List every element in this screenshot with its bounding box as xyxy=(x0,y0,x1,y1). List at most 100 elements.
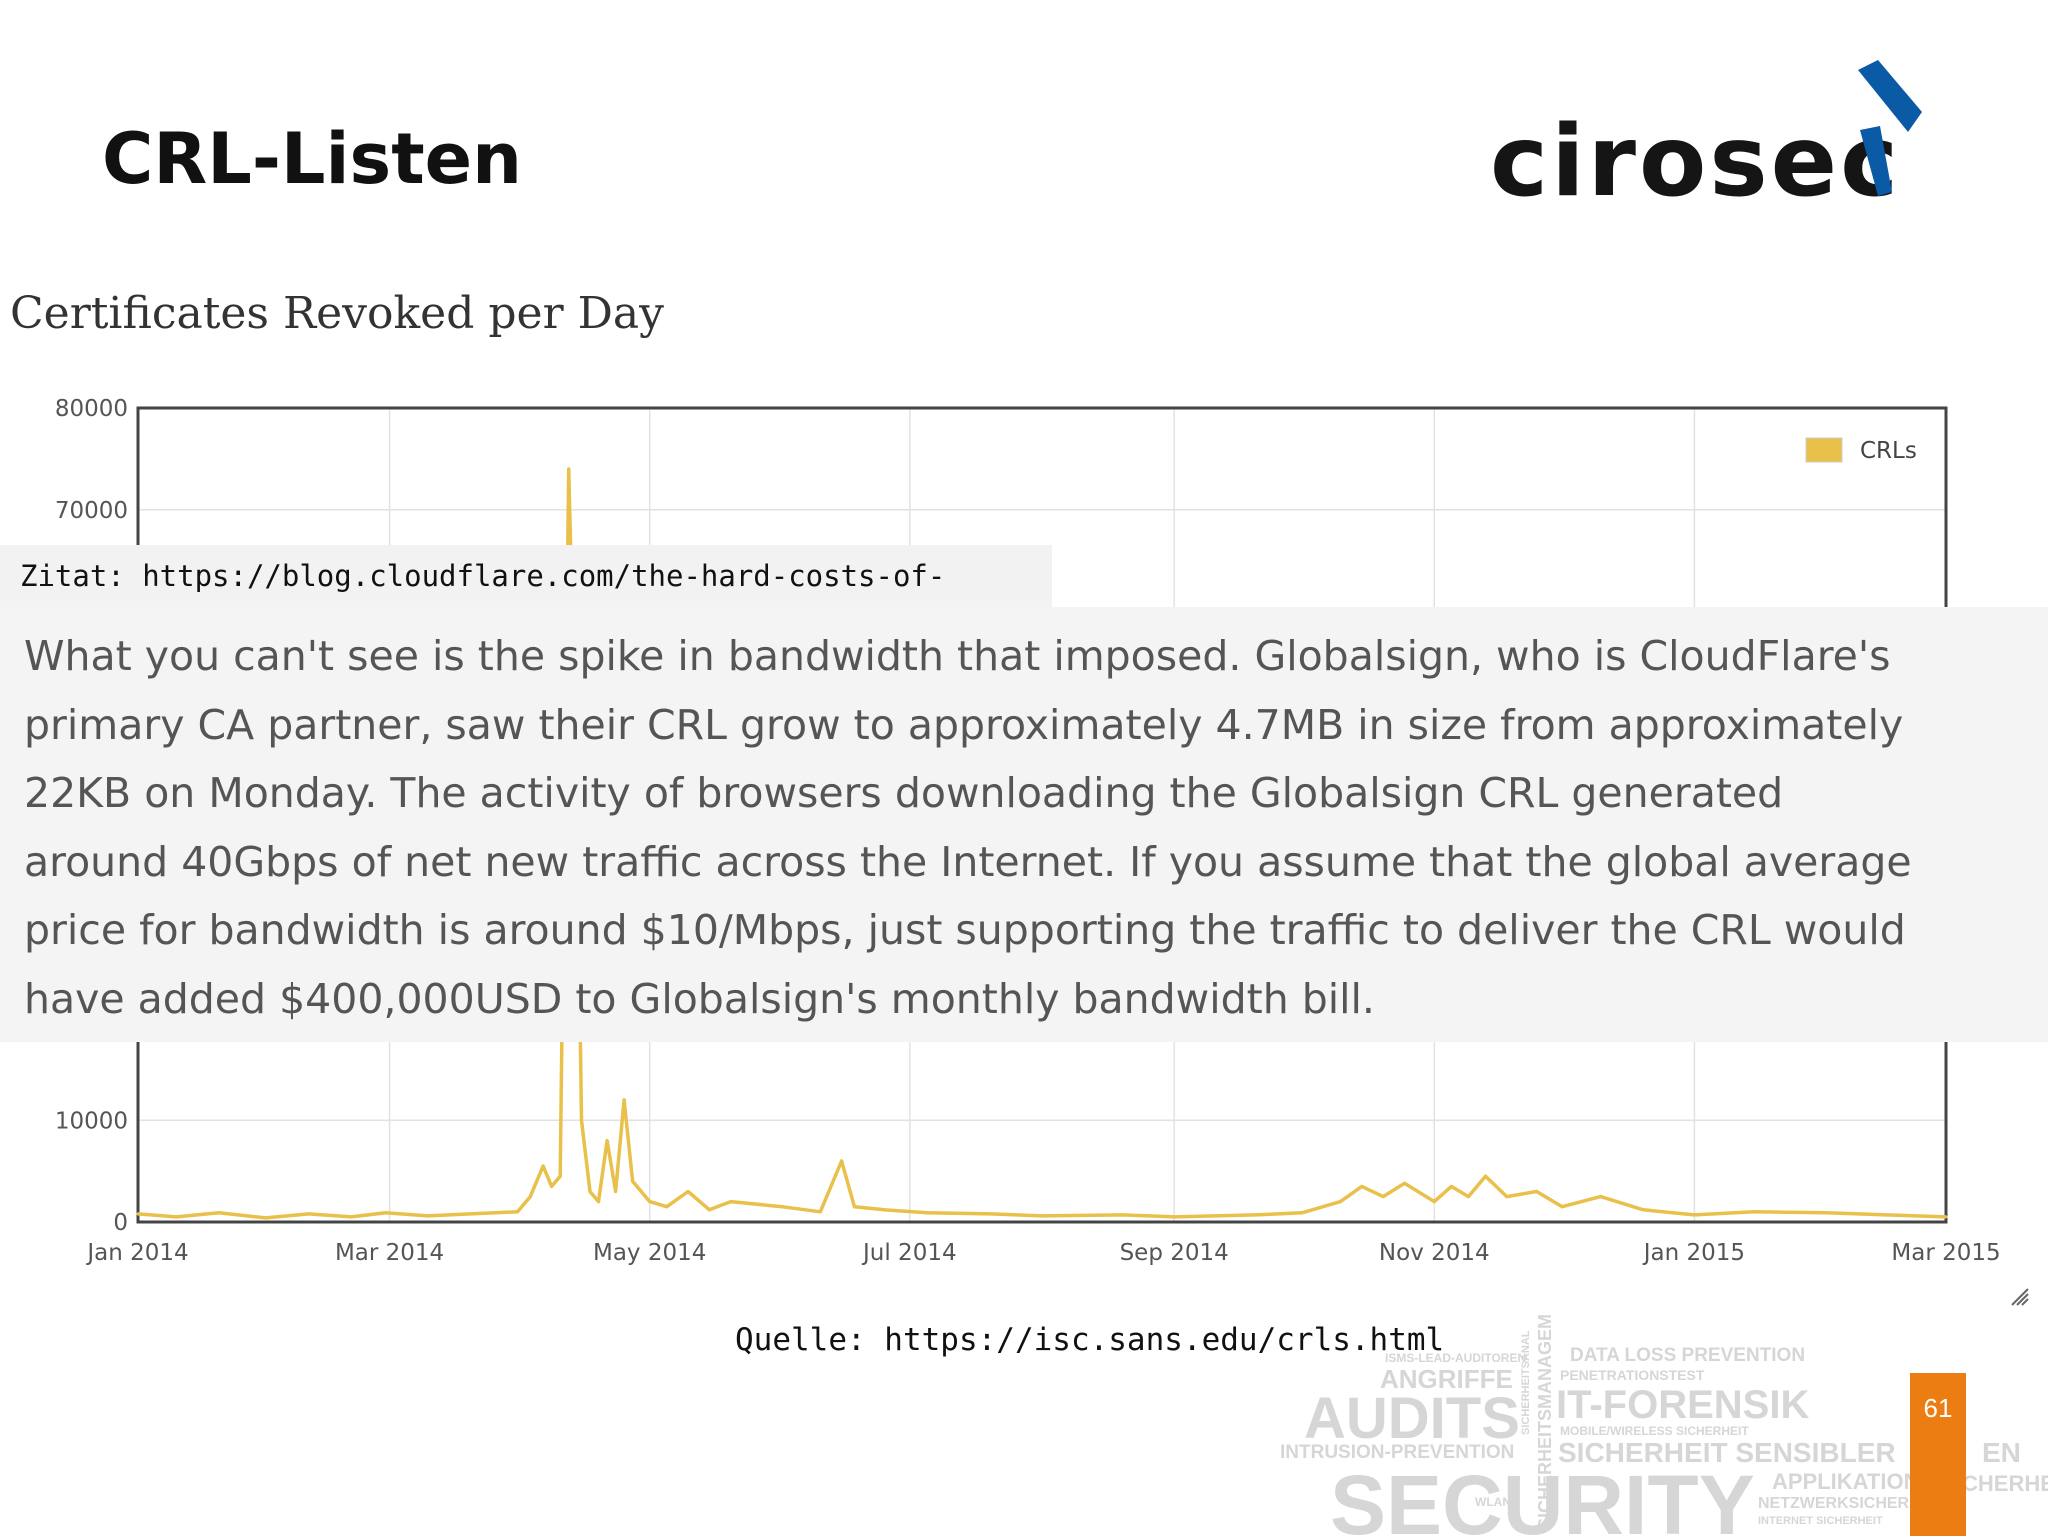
x-tick-label: Jul 2014 xyxy=(861,1240,957,1266)
data-point xyxy=(840,1159,844,1163)
data-point xyxy=(818,1210,822,1214)
data-point xyxy=(550,1184,554,1188)
data-point xyxy=(307,1212,311,1216)
y-tick-label: 0 xyxy=(113,1210,128,1236)
quote-line: 22KB on Monday. The activity of browsers… xyxy=(24,769,1784,817)
data-point xyxy=(1466,1195,1470,1199)
data-point xyxy=(1253,1213,1257,1217)
data-point xyxy=(1339,1200,1342,1204)
x-tick-label: Jan 2014 xyxy=(85,1240,188,1266)
data-point xyxy=(349,1215,353,1219)
data-point xyxy=(1825,1211,1829,1215)
data-point xyxy=(622,1098,626,1102)
data-point xyxy=(1599,1195,1603,1199)
data-point xyxy=(1692,1213,1696,1217)
data-point xyxy=(469,1212,473,1216)
data-point xyxy=(383,1211,387,1215)
wordcloud-term: PENETRATIONSTEST xyxy=(1560,1367,1705,1383)
x-tick-label: Nov 2014 xyxy=(1379,1240,1490,1266)
data-point xyxy=(580,1118,583,1122)
wordcloud-term: SICHERHEITSMANAGEM xyxy=(1535,1315,1555,1530)
data-point xyxy=(605,1139,609,1143)
data-point xyxy=(588,1190,592,1193)
wordcloud-term: MOBILE/WIRELESS SICHERHEIT xyxy=(1560,1424,1749,1438)
logo-mark-icon xyxy=(1858,60,1922,196)
data-point xyxy=(882,1208,886,1212)
data-point xyxy=(780,1205,784,1209)
data-point xyxy=(1449,1184,1453,1188)
data-point xyxy=(1300,1211,1304,1215)
data-point xyxy=(1403,1181,1406,1185)
data-point xyxy=(567,467,571,471)
wordcloud-term: CHERHE xyxy=(1962,1471,2048,1496)
wordcloud-term: INTERNET SICHERHEIT xyxy=(1758,1515,1883,1527)
y-tick-label: 70000 xyxy=(55,498,128,524)
quote-line: have added $400,000USD to Globalsign's m… xyxy=(24,974,1375,1023)
data-point xyxy=(1560,1205,1564,1209)
data-point xyxy=(707,1208,711,1212)
wordcloud-term: SECURITY xyxy=(1330,1458,1755,1536)
wordcloud-term: DATA LOSS PREVENTION xyxy=(1570,1345,1806,1366)
data-point xyxy=(1944,1215,1948,1219)
wordcloud-term: AUDITS xyxy=(1304,1386,1520,1451)
resize-handle-icon xyxy=(2011,1288,2029,1306)
data-point xyxy=(1172,1215,1176,1219)
data-point xyxy=(558,1174,562,1178)
data-point xyxy=(426,1214,430,1218)
quote-line: What you can't see is the spike in bandw… xyxy=(24,632,1891,680)
quote-line: around 40Gbps of net new traffic across … xyxy=(24,837,1912,886)
source-citation: Quelle: https://isc.sans.edu/crls.html xyxy=(735,1322,1445,1358)
data-point xyxy=(614,1190,618,1193)
wordcloud-term: INTRUSION-PREVENTION xyxy=(1280,1442,1515,1463)
data-point xyxy=(648,1200,652,1204)
data-point xyxy=(1535,1190,1539,1193)
data-point xyxy=(528,1195,532,1199)
y-tick-label: 80000 xyxy=(55,396,128,422)
security-wordcloud: ISMS-LEAD-AUDITOREN ANGRIFFE DATA LOSS P… xyxy=(1270,1315,2048,1536)
legend-swatch xyxy=(1805,437,1843,463)
wordcloud-term: ISMS-LEAD-AUDITOREN xyxy=(1385,1351,1527,1365)
data-point xyxy=(729,1200,733,1204)
data-point xyxy=(516,1210,519,1214)
data-point xyxy=(1040,1214,1044,1218)
data-point xyxy=(925,1211,929,1215)
data-point xyxy=(541,1164,545,1168)
data-point xyxy=(1121,1213,1125,1217)
company-logo: cirosec xyxy=(1490,60,1940,219)
data-point xyxy=(174,1215,178,1219)
chart-title: Certificates Revoked per Day xyxy=(10,288,664,339)
data-point xyxy=(1641,1208,1645,1212)
x-tick-label: Mar 2015 xyxy=(1891,1240,2000,1266)
data-point xyxy=(1432,1200,1436,1204)
y-tick-label: 10000 xyxy=(55,1108,128,1134)
page-number: 61 xyxy=(1923,1393,1953,1423)
data-point xyxy=(1752,1210,1756,1214)
data-point xyxy=(665,1205,669,1209)
slide-title: CRL-Listen xyxy=(102,118,522,200)
wordcloud-term: SICHERHEIT SENSIBLER xyxy=(1558,1437,1896,1468)
wordcloud-term: EN xyxy=(1982,1437,2021,1468)
wordcloud-term: NETZWERKSICHER xyxy=(1758,1495,1910,1512)
quote-source: Zitat: https://blog.cloudflare.com/the-h… xyxy=(0,545,1052,655)
quote-box: What you can't see is the spike in bandw… xyxy=(0,607,2048,1042)
wordcloud-term: IT-FORENSIK xyxy=(1556,1383,1810,1427)
data-point xyxy=(686,1190,690,1193)
wordcloud-term: WLAN xyxy=(1475,1495,1511,1509)
x-tick-label: Jan 2015 xyxy=(1642,1240,1745,1266)
data-point xyxy=(1381,1195,1385,1199)
data-point xyxy=(1505,1195,1509,1199)
x-tick-label: May 2014 xyxy=(593,1240,706,1266)
quote-line: price for bandwidth is around $10/Mbps, … xyxy=(24,906,1906,954)
data-point xyxy=(852,1205,856,1209)
data-point xyxy=(217,1211,221,1215)
x-tick-label: Sep 2014 xyxy=(1120,1240,1229,1266)
page-number-box: 61 xyxy=(1910,1373,1966,1536)
legend-label: CRLs xyxy=(1860,438,1917,464)
wordcloud-term: APPLIKATION xyxy=(1772,1469,1920,1494)
logo-wordmark: cirosec xyxy=(1490,105,1902,219)
data-point xyxy=(1360,1184,1364,1188)
data-point xyxy=(136,1212,140,1216)
x-tick-label: Mar 2014 xyxy=(335,1240,444,1266)
data-point xyxy=(597,1200,600,1204)
wordcloud-term: SICHERHEITSANAL xyxy=(1520,1330,1532,1435)
